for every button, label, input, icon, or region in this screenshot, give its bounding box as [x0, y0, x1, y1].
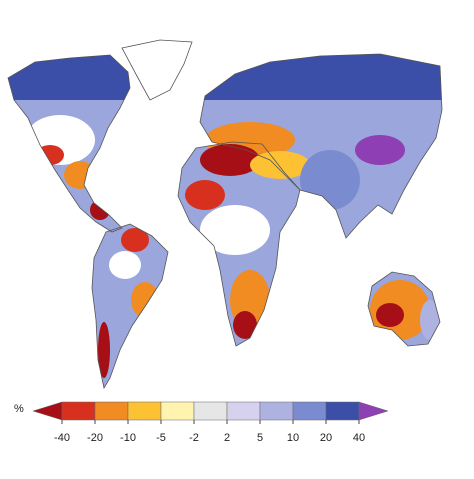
colorbar-segment — [160, 401, 195, 421]
colorbar-segment — [94, 401, 129, 421]
colorbar-segment — [193, 401, 228, 421]
colorbar-arrow — [358, 401, 389, 421]
colorbar-segment — [226, 401, 261, 421]
tick-label: 2 — [224, 432, 230, 444]
tick-label: 5 — [257, 432, 263, 444]
tick-label: -5 — [156, 432, 166, 444]
tick-label: 20 — [320, 432, 332, 444]
colorbar: % -40 -20 -10 -5 -2 2 5 10 20 40 — [14, 401, 389, 444]
colorbar-segment — [325, 401, 360, 421]
tick-label: 40 — [353, 432, 365, 444]
colorbar-segment — [292, 401, 327, 421]
tick-label: -10 — [120, 432, 136, 444]
tick-label: -20 — [87, 432, 103, 444]
tick-label: -2 — [189, 432, 199, 444]
colorbar-segment — [259, 401, 294, 421]
colorbar-arrow — [32, 401, 63, 421]
tick-label: -40 — [54, 432, 70, 444]
map-fill — [7, 39, 443, 390]
tick-label: 10 — [287, 432, 299, 444]
unit-label: % — [14, 403, 24, 415]
colorbar-segment — [127, 401, 162, 421]
colorbar-segment — [61, 401, 96, 421]
